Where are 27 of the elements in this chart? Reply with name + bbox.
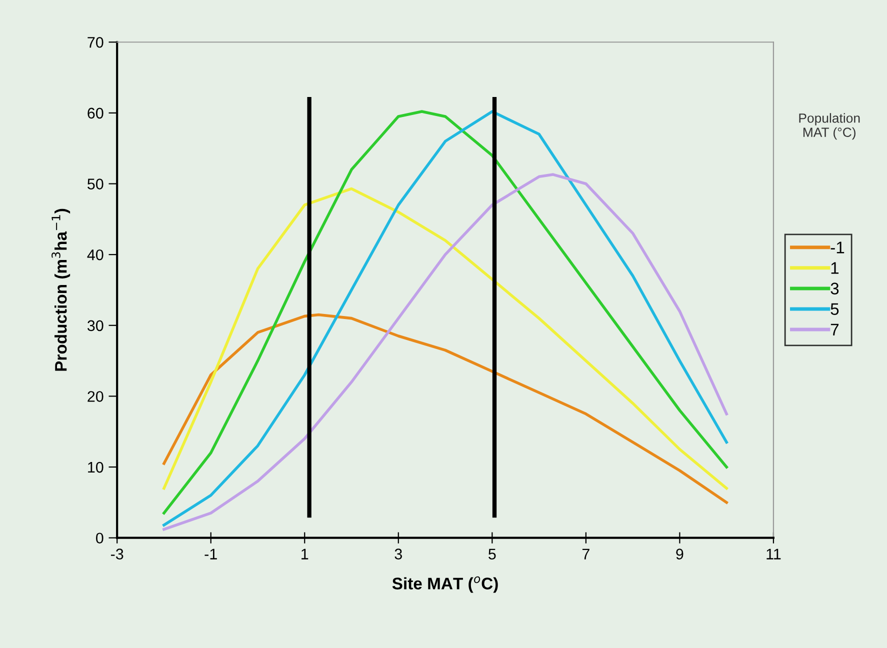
x-tick-label: 5 bbox=[488, 548, 496, 560]
legend-label: 5 bbox=[830, 303, 839, 315]
x-tick-label: 7 bbox=[582, 548, 590, 560]
y-tick-label: 60 bbox=[88, 108, 104, 119]
x-tick-label: -3 bbox=[110, 548, 124, 560]
x-tick-label: 11 bbox=[766, 548, 781, 560]
y-tick-label: 0 bbox=[96, 532, 104, 544]
y-axis-title: Production (m$^{3}$ha$^{−1}$) bbox=[52, 208, 70, 371]
x-axis-title: Site MAT ($^{o}$C) bbox=[392, 576, 498, 593]
y-tick-label: 70 bbox=[88, 36, 104, 48]
x-tick-label: 3 bbox=[394, 548, 402, 560]
y-tick-label: 50 bbox=[88, 178, 104, 190]
legend-label: 3 bbox=[830, 282, 839, 294]
y-tick-label: 20 bbox=[88, 391, 104, 402]
x-tick-label: 9 bbox=[676, 548, 684, 560]
legend-title: Population MAT (°C) bbox=[799, 113, 860, 140]
legend-label: 1 bbox=[831, 262, 839, 274]
line-series bbox=[162, 313, 728, 504]
y-tick-label: 40 bbox=[87, 249, 104, 260]
y-tick-label: 10 bbox=[88, 462, 104, 473]
x-tick-label: 1 bbox=[302, 548, 308, 560]
x-tick-label: -1 bbox=[204, 548, 217, 560]
legend-label: 7 bbox=[830, 324, 839, 336]
line-series bbox=[162, 173, 728, 531]
legend-label: -1 bbox=[830, 242, 844, 254]
y-tick-label: 30 bbox=[87, 320, 104, 332]
line-series bbox=[162, 187, 728, 490]
